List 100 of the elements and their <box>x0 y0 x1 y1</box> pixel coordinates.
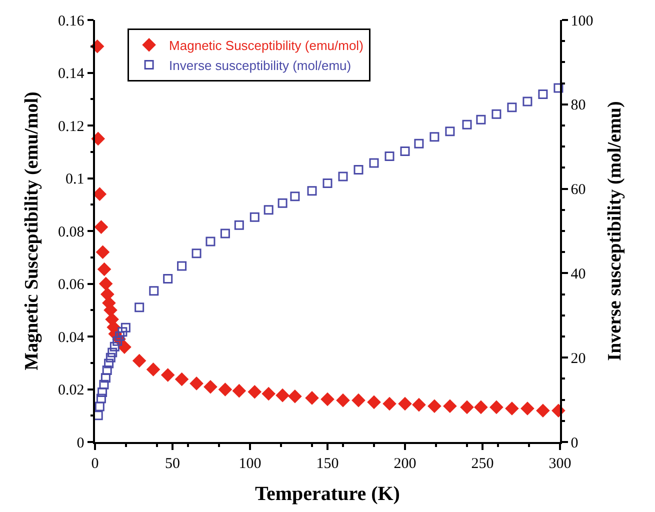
y2-tick-label: 0 <box>570 435 578 452</box>
point <box>100 373 110 383</box>
point <box>115 331 125 341</box>
point <box>460 400 474 414</box>
point <box>112 336 122 346</box>
point <box>94 220 108 234</box>
point <box>262 387 276 400</box>
point <box>108 348 118 358</box>
point <box>536 404 550 418</box>
legend-label: Magnetic Susceptibility (emu/mol) <box>169 38 364 53</box>
point <box>149 286 159 296</box>
point <box>443 400 457 413</box>
point <box>428 400 442 413</box>
y-axis-title: Magnetic Susceptibility (emu/mol) <box>21 92 42 370</box>
point <box>96 394 106 404</box>
point <box>352 394 366 407</box>
point <box>290 192 300 202</box>
point <box>288 390 302 403</box>
y2-tick-label: 60 <box>570 182 586 198</box>
point <box>412 398 426 412</box>
point <box>250 212 260 222</box>
point <box>102 366 112 376</box>
point <box>98 387 108 397</box>
x-tick-label: 200 <box>394 456 416 472</box>
point <box>554 83 564 93</box>
y-tick-label: 0.1 <box>66 172 84 188</box>
point <box>384 152 394 162</box>
point <box>92 132 105 146</box>
point <box>400 146 410 156</box>
y-tick-label: 0.06 <box>58 277 85 293</box>
point <box>96 246 110 259</box>
point <box>98 262 111 276</box>
point <box>492 109 502 119</box>
point <box>132 354 146 368</box>
point <box>110 342 120 352</box>
point <box>99 277 112 290</box>
point <box>476 114 486 124</box>
point <box>206 236 216 246</box>
x-tick-label: 250 <box>471 456 494 472</box>
x-axis-title: Temperature (K) <box>255 482 400 505</box>
point <box>320 392 334 406</box>
point <box>522 96 532 106</box>
x-tick-label: 150 <box>316 456 339 472</box>
point <box>474 400 488 414</box>
point <box>104 304 118 317</box>
point <box>100 288 114 301</box>
point <box>307 186 317 196</box>
point <box>163 274 173 284</box>
x-tick-label: 100 <box>238 456 262 472</box>
y-tick-label: 0.08 <box>58 224 84 240</box>
point <box>322 178 332 188</box>
y-tick-label: 0.16 <box>58 13 85 30</box>
x-tick-label: 300 <box>548 456 572 472</box>
point <box>204 380 218 394</box>
point <box>232 384 246 398</box>
point <box>505 402 519 416</box>
point <box>276 388 290 402</box>
point <box>134 302 144 312</box>
point <box>218 382 232 396</box>
point <box>507 102 517 112</box>
point <box>248 385 262 398</box>
point <box>414 138 424 148</box>
point <box>338 172 348 182</box>
point <box>177 261 187 271</box>
point <box>538 90 548 100</box>
point <box>94 402 104 412</box>
point <box>175 372 188 386</box>
point <box>220 228 230 238</box>
y-tick-label: 0.12 <box>58 118 84 135</box>
y2-axis-title: Inverse susceptibility (mol/emu) <box>604 101 626 361</box>
point <box>99 380 109 390</box>
point <box>367 396 381 409</box>
y-tick-label: 0.04 <box>58 330 85 346</box>
point <box>93 187 106 201</box>
point <box>192 248 202 258</box>
y2-tick-label: 80 <box>570 98 586 114</box>
point <box>146 362 160 376</box>
point <box>190 376 204 390</box>
y2-tick-label: 20 <box>570 350 586 367</box>
point <box>106 352 116 362</box>
point <box>234 220 244 230</box>
legend-label: Inverse susceptibility (mol/emu) <box>169 58 352 73</box>
point <box>118 327 128 337</box>
point <box>490 400 504 414</box>
point <box>104 358 114 368</box>
y-tick-label: 0.02 <box>58 382 84 398</box>
point <box>445 126 455 136</box>
point <box>305 391 319 405</box>
y-tick-label: 0.14 <box>58 66 85 82</box>
x-tick-label: 0 <box>91 456 99 472</box>
point <box>264 205 274 215</box>
point <box>161 368 174 382</box>
point <box>354 165 364 175</box>
point <box>120 322 130 332</box>
y2-tick-label: 100 <box>570 13 594 30</box>
point <box>398 397 412 410</box>
point <box>278 198 288 208</box>
y-tick-label: 0 <box>76 435 84 452</box>
point <box>118 340 132 354</box>
point <box>369 158 379 168</box>
